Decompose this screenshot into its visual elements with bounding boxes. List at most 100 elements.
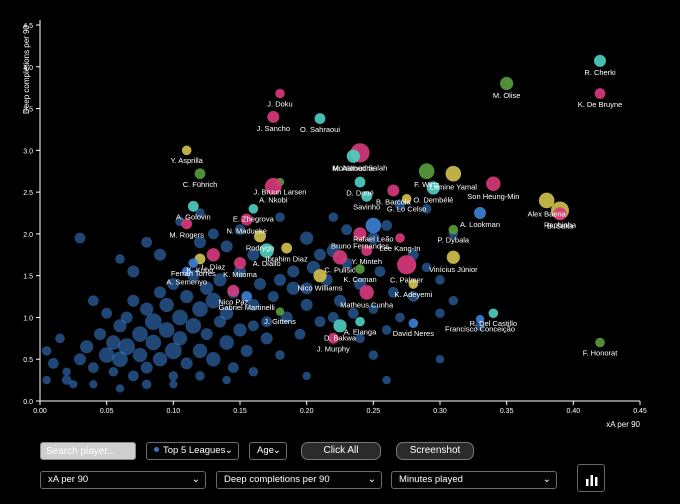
data-point — [89, 380, 98, 389]
data-label: Vinícius Júnior — [429, 265, 478, 274]
data-point — [421, 204, 432, 214]
data-point — [132, 326, 148, 342]
chart-view-button[interactable] — [577, 464, 605, 492]
data-point — [241, 291, 253, 302]
data-point — [334, 294, 346, 307]
x-tick-label: 0.20 — [300, 408, 314, 415]
size-metric-select[interactable]: Minutes played ⌄ — [391, 471, 557, 489]
data-point — [368, 350, 379, 360]
chevron-down-icon: ⌄ — [542, 474, 551, 485]
y-tick-label: 1.5 — [23, 274, 33, 281]
data-point — [144, 313, 162, 331]
data-label: D. Bakwa — [324, 333, 357, 342]
data-label: F. Wirtz — [414, 180, 439, 189]
data-point — [127, 294, 140, 307]
y-tick-label: 2.5 — [23, 190, 33, 197]
data-point — [286, 281, 300, 295]
data-point — [374, 266, 386, 277]
data-point — [407, 291, 419, 302]
data-point — [140, 302, 154, 316]
data-point — [87, 295, 99, 307]
y-tick-label: 3.5 — [23, 107, 33, 114]
data-point — [300, 282, 313, 295]
data-point — [275, 307, 285, 316]
x-tick-label: 0.30 — [433, 408, 447, 415]
data-label: L. Díaz — [201, 262, 225, 271]
data-point — [448, 295, 459, 306]
bottom-controls-row: xA per 90 ⌄ Deep completions per 90 ⌄ Mi… — [0, 471, 680, 495]
click-all-button[interactable]: Click All — [301, 442, 381, 460]
data-label: C. Führich — [183, 180, 218, 189]
chevron-down-icon: ⌄ — [191, 474, 200, 485]
data-point — [346, 149, 360, 163]
data-label: F. Honorat — [583, 348, 619, 357]
data-label: K. Kubo — [187, 265, 214, 274]
y-metric-value: Deep completions per 90 — [224, 474, 330, 485]
data-label: Lee Kang-In — [380, 244, 421, 253]
y-tick-label: 1.0 — [23, 315, 33, 322]
data-point — [361, 190, 373, 202]
top-controls-row: Top 5 Leagues ⌄ Age ⌄ Click All Screensh… — [0, 442, 680, 466]
data-point — [435, 275, 445, 285]
data-point — [222, 375, 231, 385]
data-label: O. Sahraoui — [300, 125, 340, 134]
data-label: Lamine Yamal — [430, 183, 478, 192]
data-point — [261, 316, 273, 328]
age-select[interactable]: Age ⌄ — [249, 442, 287, 460]
data-point — [426, 181, 440, 195]
data-point — [185, 318, 202, 334]
data-point — [207, 228, 219, 240]
data-point — [314, 248, 326, 261]
league-select[interactable]: Top 5 Leagues ⌄ — [146, 442, 239, 460]
data-point — [381, 325, 392, 335]
data-point — [154, 248, 166, 261]
data-point — [300, 298, 313, 311]
data-point — [234, 265, 246, 278]
screenshot-button[interactable]: Screenshot — [396, 442, 474, 460]
data-label: P. Dybala — [438, 236, 470, 245]
data-point — [247, 248, 260, 261]
chevron-down-icon: ⌄ — [224, 445, 233, 456]
data-label: A. Golovin — [176, 213, 211, 222]
x-metric-value: xA per 90 — [48, 474, 89, 485]
data-point — [206, 352, 221, 367]
data-point — [538, 192, 555, 209]
data-point — [300, 231, 314, 245]
axes: 0.0 0.5 1.0 1.5 2.0 2.5 3.0 3.5 4.0 4.5 0.00 0.05 0.… — [22, 20, 647, 429]
data-label: R. Del Castillo — [470, 319, 518, 328]
data-point — [382, 375, 391, 385]
data-point — [488, 308, 499, 319]
data-point — [394, 199, 406, 211]
data-label: K. Mitoma — [223, 270, 258, 279]
y-tick-label: 4.0 — [23, 65, 33, 72]
data-label: O. Dembélé — [413, 196, 453, 205]
data-point — [475, 314, 485, 324]
data-point — [448, 224, 459, 235]
data-label: Bruno Fernandes — [331, 241, 389, 250]
league-color-icon — [154, 447, 159, 452]
x-metric-select[interactable]: xA per 90 ⌄ — [40, 471, 206, 489]
data-label: Francisco Conceição — [445, 324, 515, 333]
search-input[interactable] — [40, 442, 136, 460]
data-point — [55, 333, 65, 344]
data-point — [233, 323, 247, 337]
data-point — [181, 145, 192, 156]
data-point — [42, 375, 51, 385]
data-label: J. Sancho — [257, 124, 290, 133]
data-point — [401, 193, 412, 204]
data-point — [264, 177, 282, 195]
data-label: G. Lo Celso — [387, 205, 427, 214]
data-point — [274, 273, 286, 286]
data-label: David Neres — [393, 329, 435, 338]
y-metric-select[interactable]: Deep completions per 90 ⌄ — [216, 471, 382, 489]
data-point — [553, 207, 567, 221]
data-point — [387, 184, 400, 197]
data-point — [188, 258, 199, 268]
data-point — [108, 366, 119, 377]
data-point — [594, 54, 606, 67]
data-point — [220, 306, 234, 320]
data-points — [41, 54, 606, 393]
data-point — [294, 328, 306, 340]
data-point — [280, 311, 293, 324]
y-tick-label: 4.5 — [23, 23, 33, 30]
